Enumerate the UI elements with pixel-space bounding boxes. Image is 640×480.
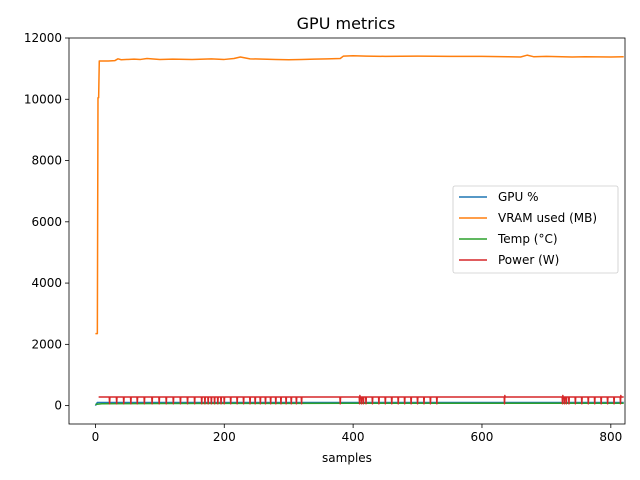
y-tick-label: 12000: [24, 31, 62, 45]
x-tick-label: 800: [599, 430, 622, 444]
legend-box: [452, 185, 619, 274]
legend: GPU % VRAM used (MB) Temp (°C) Power (W): [452, 185, 619, 274]
x-tick-label: 200: [213, 430, 236, 444]
y-tick-label: 8000: [31, 154, 62, 168]
y-tick-label: 4000: [31, 276, 62, 290]
y-tick-label: 0: [54, 399, 62, 413]
chart-title: GPU metrics: [297, 14, 396, 33]
y-tick-label: 10000: [24, 92, 62, 106]
series-line-2: [95, 402, 624, 406]
series-line-1: [95, 54, 624, 335]
x-tick-label: 0: [92, 430, 100, 444]
plot-frame: [68, 37, 626, 425]
y-tick-label: 6000: [31, 215, 62, 229]
x-axis: 0 200 400 600 800: [92, 424, 622, 444]
y-axis: 0 2000 4000 6000 8000 10000 12000: [24, 31, 69, 413]
y-tick-label: 2000: [31, 337, 62, 351]
plot-lines: [94, 54, 624, 407]
legend-entry: VRAM used (MB): [498, 211, 597, 225]
legend-entry: Power (W): [498, 253, 559, 267]
x-tick-label: 600: [471, 430, 494, 444]
series-line-3: [98, 394, 624, 405]
x-tick-label: 400: [342, 430, 365, 444]
legend-entry: Temp (°C): [497, 232, 558, 246]
legend-entry: GPU %: [498, 190, 539, 204]
x-axis-label: samples: [322, 451, 372, 465]
